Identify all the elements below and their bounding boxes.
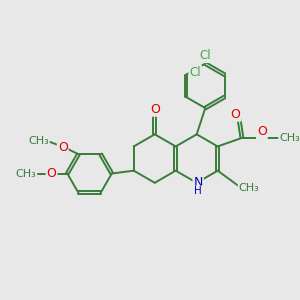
Text: O: O: [47, 167, 57, 180]
Text: H: H: [194, 186, 202, 196]
Text: CH₃: CH₃: [16, 169, 36, 178]
Text: Cl: Cl: [200, 49, 211, 62]
Text: O: O: [58, 141, 68, 154]
Text: CH₃: CH₃: [28, 136, 49, 146]
Text: O: O: [257, 125, 267, 138]
Text: O: O: [150, 103, 160, 116]
Text: CH₃: CH₃: [279, 133, 300, 143]
Text: CH₃: CH₃: [239, 183, 260, 193]
Text: O: O: [231, 108, 241, 121]
Text: N: N: [194, 176, 203, 189]
Text: Cl: Cl: [189, 66, 201, 79]
